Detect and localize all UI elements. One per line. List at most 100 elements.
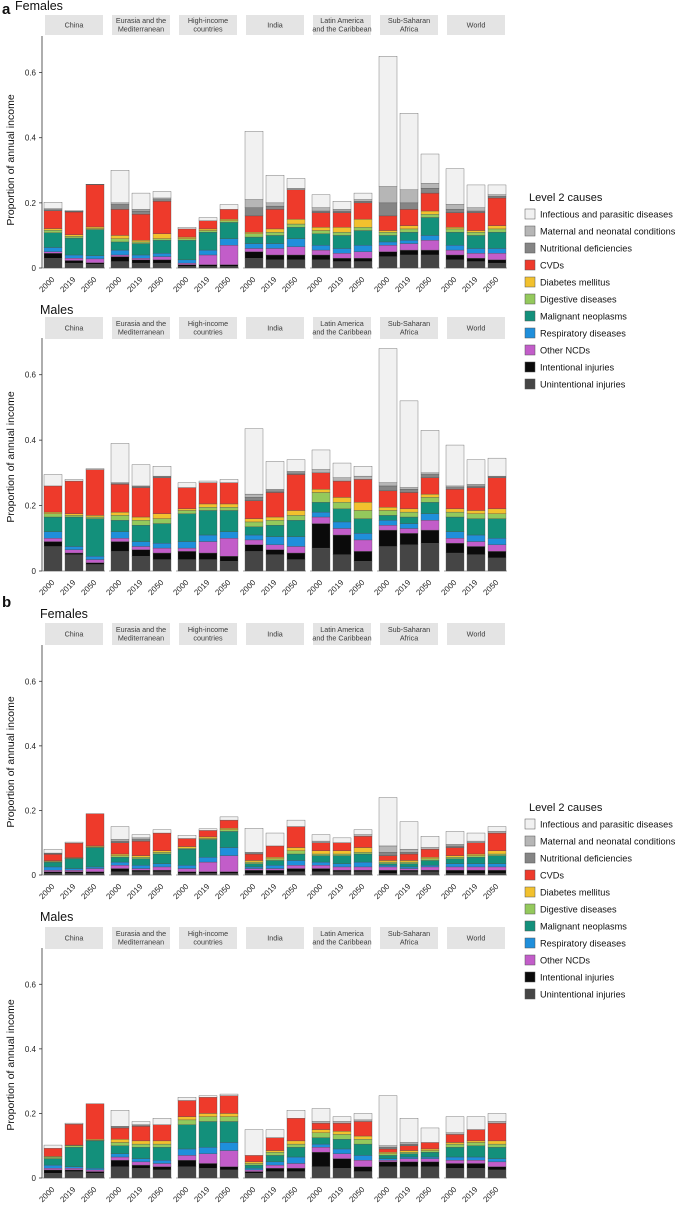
bar-segment-respiratory-diseases bbox=[488, 248, 506, 253]
bar-segment-infectious-and-parasitic-diseases bbox=[44, 849, 62, 853]
bar-segment-other-ncds bbox=[86, 1170, 104, 1172]
bar-segment-nutritional-deficiencies bbox=[488, 476, 506, 478]
bar-india-2000 bbox=[245, 429, 263, 571]
bar-segment-intentional-injuries bbox=[400, 533, 418, 544]
bar-segment-digestive-diseases bbox=[312, 231, 330, 234]
bar-segment-cvds bbox=[379, 491, 397, 507]
bar-segment-malignant-neoplasms bbox=[421, 502, 439, 513]
bar-segment-other-ncds bbox=[111, 255, 129, 257]
bar-segment-malignant-neoplasms bbox=[421, 860, 439, 865]
bar-segment-infectious-and-parasitic-diseases bbox=[400, 1118, 418, 1142]
x-tick-label: 2019 bbox=[58, 882, 77, 901]
x-tick-label: 2050 bbox=[213, 275, 232, 294]
bar-segment-intentional-injuries bbox=[65, 553, 83, 555]
bar-segment-malignant-neoplasms bbox=[446, 232, 464, 245]
bar-segment-unintentional-injuries bbox=[421, 255, 439, 268]
bar-segment-malignant-neoplasms bbox=[111, 520, 129, 531]
legend-label: Other NCDs bbox=[540, 346, 590, 356]
bar-segment-respiratory-diseases bbox=[312, 512, 330, 517]
bar-segment-digestive-diseases bbox=[199, 1117, 217, 1122]
bar-segment-respiratory-diseases bbox=[245, 867, 263, 869]
bar-segment-intentional-injuries bbox=[266, 550, 284, 555]
bar-world-2000 bbox=[446, 169, 464, 268]
bar-segment-infectious-and-parasitic-diseases bbox=[220, 479, 238, 482]
x-tick-label: 2050 bbox=[347, 1185, 366, 1204]
bar-segment-unintentional-injuries bbox=[266, 555, 284, 571]
bar-segment-respiratory-diseases bbox=[220, 1142, 238, 1150]
x-tick-label: 2000 bbox=[372, 1185, 391, 1204]
legend-swatch bbox=[525, 870, 535, 880]
bar-segment-respiratory-diseases bbox=[467, 248, 485, 253]
bar-high-income-countries-2050 bbox=[220, 204, 238, 268]
bar-segment-digestive-diseases bbox=[421, 1151, 439, 1153]
bar-segment-other-ncds bbox=[354, 867, 372, 870]
bar-segment-diabetes-mellitus bbox=[312, 227, 330, 230]
bar-segment-diabetes-mellitus bbox=[245, 519, 263, 522]
legend-swatch bbox=[525, 938, 535, 948]
x-tick-label: 2019 bbox=[326, 1185, 345, 1204]
bar-segment-diabetes-mellitus bbox=[400, 509, 418, 512]
bar-segment-malignant-neoplasms bbox=[446, 517, 464, 532]
bar-segment-diabetes-mellitus bbox=[132, 517, 150, 520]
y-tick-label: 0 bbox=[32, 567, 37, 576]
bar-segment-infectious-and-parasitic-diseases bbox=[287, 1110, 305, 1118]
bar-segment-malignant-neoplasms bbox=[333, 856, 351, 864]
bar-segment-cvds bbox=[488, 1123, 506, 1141]
x-tick-label: 2050 bbox=[213, 578, 232, 597]
bar-segment-malignant-neoplasms bbox=[467, 1146, 485, 1157]
bar-segment-digestive-diseases bbox=[287, 1144, 305, 1147]
bar-segment-diabetes-mellitus bbox=[245, 1162, 263, 1164]
bar-segment-intentional-injuries bbox=[153, 260, 171, 263]
bar-segment-malignant-neoplasms bbox=[86, 848, 104, 867]
bar-segment-nutritional-deficiencies bbox=[446, 488, 464, 490]
bar-segment-diabetes-mellitus bbox=[178, 509, 196, 511]
bar-segment-digestive-diseases bbox=[178, 1120, 196, 1125]
bar-segment-cvds bbox=[132, 214, 150, 240]
bar-high-income-countries-2019 bbox=[199, 829, 217, 875]
bar-segment-other-ncds bbox=[266, 869, 284, 871]
bar-segment-other-ncds bbox=[488, 545, 506, 552]
x-tick-label: 2000 bbox=[439, 578, 458, 597]
bar-segment-intentional-injuries bbox=[132, 1165, 150, 1168]
bar-segment-intentional-injuries bbox=[379, 530, 397, 546]
legend-item-diabetes-mellitus: Diabetes mellitus bbox=[525, 887, 610, 898]
bar-segment-unintentional-injuries bbox=[199, 1168, 217, 1178]
bar-segment-digestive-diseases bbox=[266, 1152, 284, 1155]
bar-segment-respiratory-diseases bbox=[178, 1149, 196, 1155]
legend-item-malignant-neoplasms: Malignant neoplasms bbox=[525, 311, 627, 322]
bar-segment-cvds bbox=[354, 836, 372, 847]
y-tick-label: 0.2 bbox=[25, 806, 37, 815]
bar-segment-respiratory-diseases bbox=[111, 532, 129, 539]
bar-segment-malignant-neoplasms bbox=[86, 519, 104, 557]
bar-segment-intentional-injuries bbox=[421, 870, 439, 872]
legend-item-cvds: CVDs bbox=[525, 260, 564, 271]
y-axis-title-a-females: Proportion of annual income bbox=[5, 94, 17, 225]
bar-segment-infectious-and-parasitic-diseases bbox=[111, 443, 129, 482]
x-tick-label: 2000 bbox=[37, 882, 56, 901]
y-tick-label: 0.6 bbox=[25, 677, 37, 686]
bar-segment-respiratory-diseases bbox=[199, 535, 217, 542]
bar-segment-malignant-neoplasms bbox=[132, 525, 150, 541]
bar-segment-other-ncds bbox=[245, 869, 263, 871]
bar-segment-digestive-diseases bbox=[266, 520, 284, 525]
bar-segment-diabetes-mellitus bbox=[333, 497, 351, 502]
bar-segment-other-ncds bbox=[199, 255, 217, 265]
bar-segment-malignant-neoplasms bbox=[333, 1139, 351, 1149]
bar-segment-unintentional-injuries bbox=[220, 561, 238, 571]
bar-segment-respiratory-diseases bbox=[86, 556, 104, 559]
bar-segment-unintentional-injuries bbox=[65, 263, 83, 268]
bar-segment-respiratory-diseases bbox=[65, 546, 83, 549]
bar-segment-intentional-injuries bbox=[132, 550, 150, 557]
legend-label: Malignant neoplasms bbox=[540, 312, 627, 322]
bar-segment-infectious-and-parasitic-diseases bbox=[44, 474, 62, 485]
bar-segment-maternal-and-neonatal-conditions bbox=[400, 488, 418, 490]
bar-segment-other-ncds bbox=[333, 253, 351, 258]
bar-segment-respiratory-diseases bbox=[488, 538, 506, 545]
bar-segment-intentional-injuries bbox=[467, 1163, 485, 1168]
bar-segment-infectious-and-parasitic-diseases bbox=[312, 450, 330, 470]
bar-segment-cvds bbox=[199, 1097, 217, 1113]
bar-segment-other-ncds bbox=[488, 253, 506, 260]
